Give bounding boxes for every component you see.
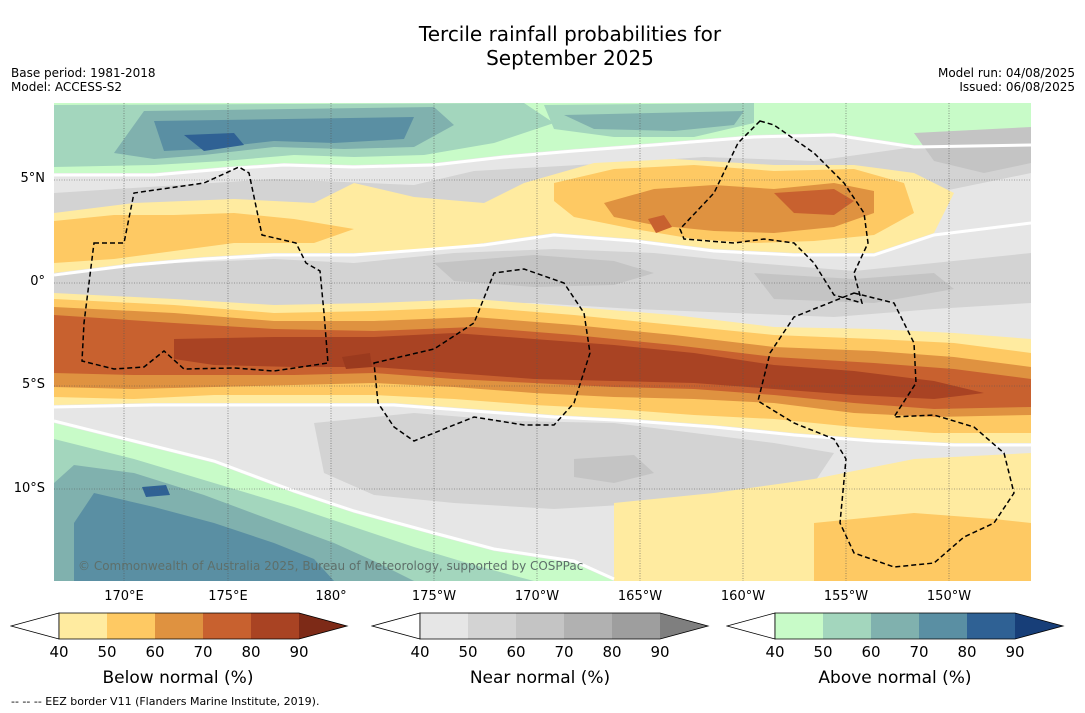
cbar-near-title: Near normal (%) bbox=[469, 668, 611, 688]
colorbar-below-normal bbox=[10, 612, 349, 640]
cbar-near-bin-3 bbox=[516, 613, 564, 639]
cbar-above-bin-5 bbox=[967, 613, 1015, 639]
issued-date: Issued: 06/08/2025 bbox=[959, 80, 1075, 94]
below-normal-south-90 bbox=[174, 333, 984, 399]
lon-label-175e: 175°E bbox=[208, 589, 248, 604]
rainfall-map: © Commonwealth of Australia 2025, Bureau… bbox=[54, 103, 1031, 581]
eez-kiribati-gilbert bbox=[81, 166, 329, 372]
cbar-below-bin-4 bbox=[203, 613, 251, 639]
lon-label-165w: 165°W bbox=[617, 589, 663, 604]
cbar-above-tick-80: 80 bbox=[957, 643, 977, 661]
cbar-below-high-arrow bbox=[299, 613, 347, 639]
model-run: Model run: 04/08/2025 bbox=[937, 66, 1075, 80]
near-normal-equator-darker bbox=[434, 255, 654, 287]
title-line-2: September 2025 bbox=[486, 46, 654, 70]
lon-label-180: 180° bbox=[315, 589, 347, 604]
eez-cook-islands bbox=[757, 292, 1015, 568]
cbar-near-low-arrow bbox=[371, 612, 421, 640]
lon-label-155w: 155°W bbox=[823, 589, 869, 604]
cbar-near-bin-1 bbox=[420, 613, 468, 639]
copyright-text: © Commonwealth of Australia 2025, Bureau… bbox=[78, 559, 583, 573]
below-normal-north-60 bbox=[54, 213, 354, 263]
meta-left: Base period: 1981-2018 Model: ACCESS-S2 bbox=[11, 66, 156, 94]
cbar-above-tick-60: 60 bbox=[861, 643, 881, 661]
cbar-near-tick-40: 40 bbox=[410, 643, 430, 661]
contour-line-equator bbox=[54, 221, 1031, 277]
lat-label-10s: 10°S bbox=[13, 481, 45, 496]
cbar-above-bin-4 bbox=[919, 613, 967, 639]
cbar-below-bin-5 bbox=[251, 613, 299, 639]
cbar-above-bin-1 bbox=[775, 613, 823, 639]
lon-label-170w: 170°W bbox=[514, 589, 560, 604]
cbar-near-tick-70: 70 bbox=[554, 643, 574, 661]
above-normal-northeast-70 bbox=[564, 111, 744, 131]
colorbar-above-normal bbox=[726, 612, 1065, 640]
near-normal-north-dark bbox=[914, 127, 1031, 173]
cbar-above-title: Above normal (%) bbox=[818, 668, 972, 688]
cbar-near-tick-50: 50 bbox=[458, 643, 478, 661]
cbar-near-bin-2 bbox=[468, 613, 516, 639]
cbar-above-low-arrow bbox=[726, 612, 776, 640]
title-line-1: Tercile rainfall probabilities for bbox=[418, 22, 722, 46]
cbar-below-tick-60: 60 bbox=[145, 643, 165, 661]
cbar-near-outline bbox=[419, 612, 710, 640]
above-normal-south-90 bbox=[142, 485, 170, 497]
cbar-above-bin-2 bbox=[823, 613, 871, 639]
below-normal-north-80b bbox=[648, 215, 672, 233]
lon-label-170e: 170°E bbox=[104, 589, 144, 604]
lat-label-0: 0° bbox=[30, 274, 45, 289]
lon-label-150w: 150°W bbox=[926, 589, 972, 604]
lat-label-5n: 5°N bbox=[20, 171, 46, 186]
below-normal-south-peak bbox=[342, 353, 372, 369]
eez-borders bbox=[81, 120, 1015, 568]
cbar-below-tick-90: 90 bbox=[289, 643, 309, 661]
below-normal-southeast-60 bbox=[814, 513, 1031, 581]
cbar-above-outline bbox=[774, 612, 1065, 640]
cbar-near-tick-80: 80 bbox=[602, 643, 622, 661]
lon-label-175w: 175°W bbox=[411, 589, 457, 604]
cbar-below-tick-70: 70 bbox=[193, 643, 213, 661]
cbar-above-high-arrow bbox=[1015, 613, 1063, 639]
meta-right: Model run: 04/08/2025 Issued: 06/08/2025 bbox=[938, 66, 1075, 94]
above-normal-ne-corner bbox=[834, 103, 934, 139]
cbar-above-tick-70: 70 bbox=[909, 643, 929, 661]
below-normal-north-80 bbox=[774, 189, 854, 215]
eez-phoenix bbox=[373, 268, 591, 442]
cbar-below-tick-40: 40 bbox=[49, 643, 69, 661]
cbar-below-outline bbox=[58, 612, 349, 640]
cbar-above-tick-50: 50 bbox=[813, 643, 833, 661]
near-normal-south-darker bbox=[574, 455, 654, 483]
contour-line-south bbox=[54, 403, 1031, 447]
model-name: Model: ACCESS-S2 bbox=[11, 80, 123, 94]
base-period: Base period: 1981-2018 bbox=[11, 66, 156, 80]
cbar-near-high-arrow bbox=[660, 613, 708, 639]
near-normal-north-band bbox=[54, 133, 1031, 213]
cbar-below-bin-3 bbox=[155, 613, 203, 639]
cbar-below-title: Below normal (%) bbox=[102, 668, 254, 688]
eez-footnote: -- -- -- EEZ border V11 (Flanders Marine… bbox=[11, 695, 320, 708]
cbar-above-tick-40: 40 bbox=[765, 643, 785, 661]
cbar-near-tick-60: 60 bbox=[506, 643, 526, 661]
cbar-below-low-arrow bbox=[10, 612, 60, 640]
cbar-near-bin-5 bbox=[612, 613, 660, 639]
cbar-above-tick-90: 90 bbox=[1005, 643, 1025, 661]
cbar-below-tick-50: 50 bbox=[97, 643, 117, 661]
colorbar-near-normal bbox=[371, 612, 710, 640]
lat-label-5s: 5°S bbox=[21, 377, 45, 392]
above-normal-south-80 bbox=[74, 493, 334, 581]
above-normal-north-90 bbox=[184, 133, 244, 151]
eez-line-islands bbox=[679, 120, 869, 305]
lon-label-160w: 160°W bbox=[720, 589, 766, 604]
cbar-below-tick-80: 80 bbox=[241, 643, 261, 661]
contour-line-north bbox=[54, 133, 1031, 177]
cbar-below-bin-1 bbox=[59, 613, 107, 639]
contour-line-southwest bbox=[54, 419, 615, 581]
near-normal-equator-darker-b bbox=[754, 273, 954, 303]
cbar-below-bin-2 bbox=[107, 613, 155, 639]
map-title: Tercile rainfall probabilities for Septe… bbox=[0, 22, 1085, 70]
cbar-near-tick-90: 90 bbox=[650, 643, 670, 661]
cbar-above-bin-3 bbox=[871, 613, 919, 639]
cbar-near-bin-4 bbox=[564, 613, 612, 639]
grid-lines bbox=[54, 103, 1031, 581]
